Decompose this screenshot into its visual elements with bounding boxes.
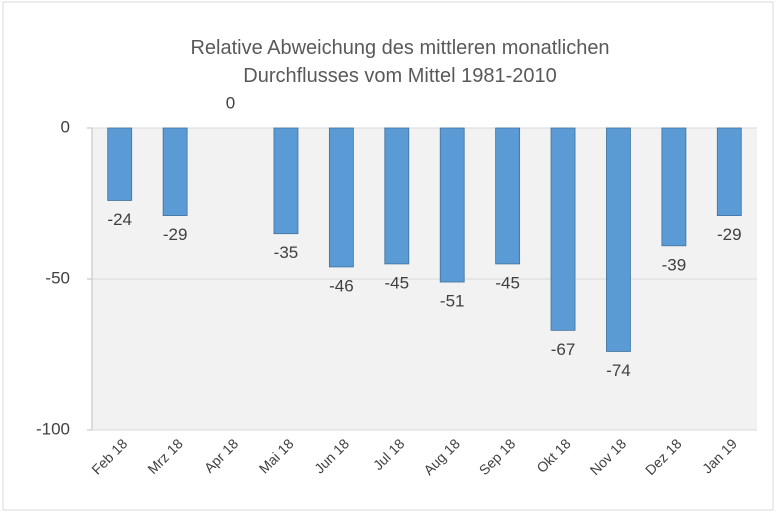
data-label: -29 xyxy=(163,225,188,244)
y-tick-label: 0 xyxy=(61,117,70,136)
chart-title: Relative Abweichung des mittleren monatl… xyxy=(190,37,610,87)
data-label: -67 xyxy=(551,340,576,359)
y-tick-label: -100 xyxy=(36,419,70,438)
bar xyxy=(661,127,687,247)
bar xyxy=(107,127,133,201)
data-label: -45 xyxy=(385,273,410,292)
data-label: -51 xyxy=(440,292,465,311)
data-label: -45 xyxy=(495,273,520,292)
bar xyxy=(273,127,299,235)
bar xyxy=(550,127,576,331)
data-label: -74 xyxy=(606,361,631,380)
data-label: -35 xyxy=(274,243,299,262)
data-label: -29 xyxy=(717,225,742,244)
data-label: -24 xyxy=(107,210,132,229)
bar xyxy=(606,127,631,352)
bar xyxy=(495,127,521,265)
bar xyxy=(439,127,465,283)
data-label: -46 xyxy=(329,276,354,295)
y-tick-label: -50 xyxy=(45,268,70,287)
data-label: 0 xyxy=(226,93,235,112)
bar xyxy=(162,127,188,216)
bar xyxy=(328,127,354,268)
data-label: -39 xyxy=(662,255,687,274)
bar xyxy=(384,127,410,265)
bar xyxy=(716,127,742,216)
